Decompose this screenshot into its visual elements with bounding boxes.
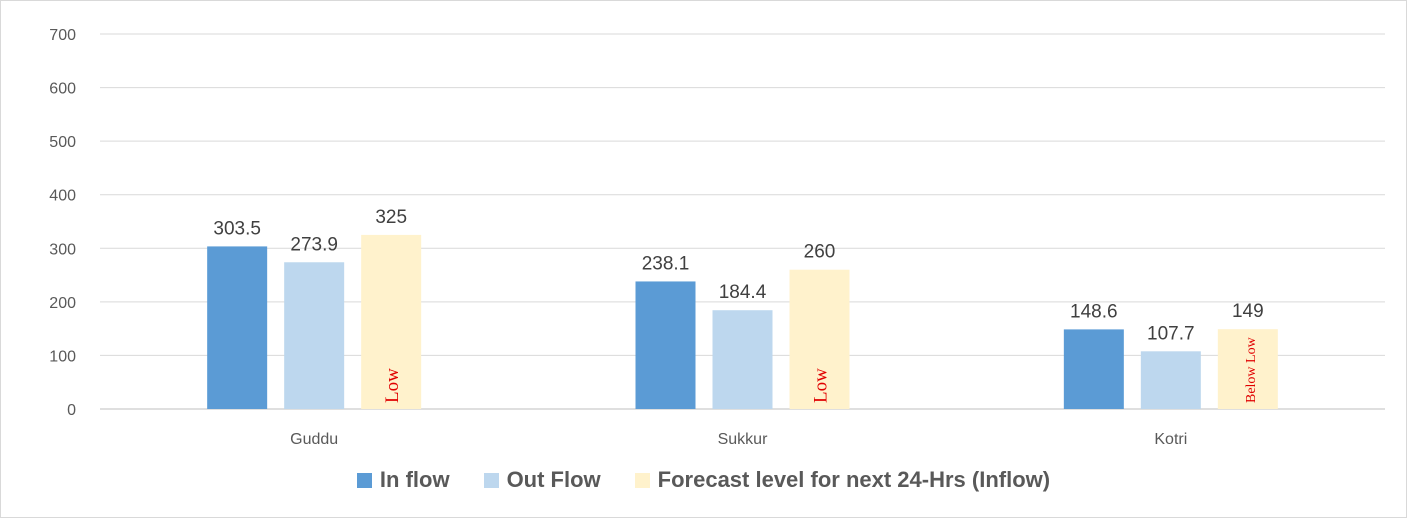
bar-guddu-2 xyxy=(361,234,422,409)
y-tick-label-500: 500 xyxy=(49,134,76,151)
bar-annotation-kotri: Below Low xyxy=(1244,336,1259,403)
legend-item-out-flow: Out Flow xyxy=(483,467,601,493)
data-label-sukkur-0: 238.1 xyxy=(642,253,690,274)
y-tick-label-700: 700 xyxy=(49,27,76,44)
y-tick-label-200: 200 xyxy=(49,295,76,312)
y-tick-label-0: 0 xyxy=(67,402,76,419)
legend-item-forecast: Forecast level for next 24-Hrs (Inflow) xyxy=(634,467,1051,493)
bar-sukkur-1 xyxy=(712,310,773,409)
bar-annotations: Low Low Below Low xyxy=(382,336,1259,403)
bar-kotri-1 xyxy=(1140,351,1201,409)
legend-item-in-flow: In flow xyxy=(356,467,450,493)
bar-kotri-2 xyxy=(1217,329,1278,409)
data-label-sukkur-1: 184.4 xyxy=(719,282,767,303)
bar-sukkur-2 xyxy=(789,269,850,409)
data-label-guddu-0: 303.5 xyxy=(213,218,261,239)
y-axis-ticks: 0 100 200 300 400 500 600 700 xyxy=(49,27,76,419)
bar-kotri-0 xyxy=(1063,329,1124,409)
legend-label-out-flow: Out Flow xyxy=(506,467,601,492)
x-axis-categories: Guddu Sukkur Kotri xyxy=(290,431,1187,448)
category-label-kotri: Kotri xyxy=(1154,431,1187,448)
bar-annotation-guddu: Low xyxy=(382,368,403,403)
y-tick-label-400: 400 xyxy=(49,188,76,205)
data-labels: 303.5 273.9 325 238.1 184.4 260 148.6 107.7 149 xyxy=(213,207,1263,344)
legend: In flow Out Flow Forecast level for next… xyxy=(0,462,1407,498)
legend-swatch-out-flow xyxy=(483,472,499,488)
data-label-guddu-1: 273.9 xyxy=(290,234,338,255)
category-label-sukkur: Sukkur xyxy=(718,431,768,448)
legend-swatch-forecast xyxy=(634,472,650,488)
category-label-guddu: Guddu xyxy=(290,431,338,448)
legend-label-forecast: Forecast level for next 24-Hrs (Inflow) xyxy=(657,467,1051,492)
data-label-guddu-2: 325 xyxy=(375,207,407,228)
y-tick-label-100: 100 xyxy=(49,348,76,365)
data-label-kotri-2: 149 xyxy=(1232,301,1264,322)
bar-guddu-0 xyxy=(207,246,268,409)
legend-label-in-flow: In flow xyxy=(379,467,450,492)
bar-sukkur-0 xyxy=(635,281,696,409)
data-label-kotri-0: 148.6 xyxy=(1070,301,1118,322)
data-label-kotri-1: 107.7 xyxy=(1147,323,1195,344)
legend-swatch-in-flow xyxy=(356,472,372,488)
y-tick-label-600: 600 xyxy=(49,81,76,98)
data-label-sukkur-2: 260 xyxy=(804,242,836,263)
bars xyxy=(207,234,1278,409)
bar-guddu-1 xyxy=(284,262,345,409)
y-tick-label-300: 300 xyxy=(49,241,76,258)
bar-annotation-sukkur: Low xyxy=(811,368,832,403)
